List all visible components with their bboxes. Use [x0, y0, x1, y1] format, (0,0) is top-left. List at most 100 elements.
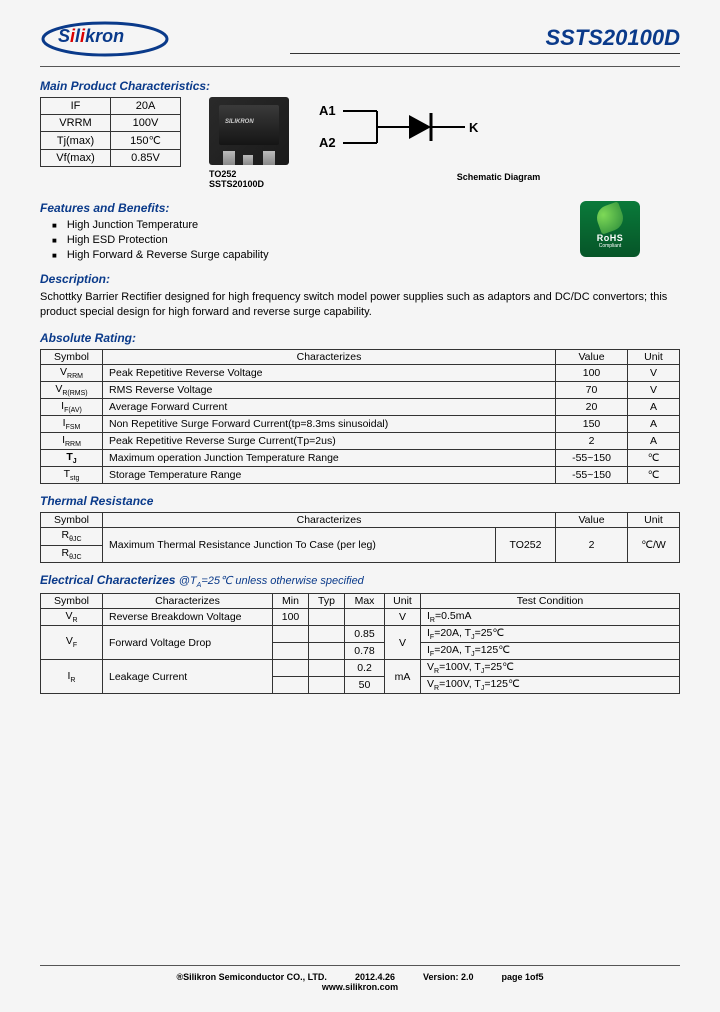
table-row: VF Forward Voltage Drop 0.85 V IF=20A, T… [41, 625, 680, 642]
col-typ: Typ [309, 593, 345, 608]
cell-unit: ℃ [628, 467, 680, 484]
schematic-k-label: K [469, 120, 479, 135]
rohs-badge-icon: RoHS Compliant [580, 201, 640, 257]
description-text: Schottky Barrier Rectifier designed for … [40, 290, 680, 321]
cell-unit: A [628, 416, 680, 433]
col-symbol: Symbol [41, 349, 103, 364]
description-title: Description: [40, 272, 680, 286]
absolute-title: Absolute Rating: [40, 331, 680, 345]
cell-typ [309, 625, 345, 642]
cell-sym: VRRM [41, 364, 103, 381]
electrical-table: Symbol Characterizes Min Typ Max Unit Te… [40, 593, 680, 694]
col-char: Characterizes [103, 349, 556, 364]
cell-max: 0.85 [345, 625, 385, 642]
cell-sym: RθJC [41, 545, 103, 562]
footer-company: ®Silikron Semiconductor CO., LTD. [176, 972, 326, 982]
table-row: IF20A [41, 98, 181, 115]
char-val: 20A [111, 98, 181, 115]
features-title: Features and Benefits: [40, 201, 269, 215]
cell-char: Maximum operation Junction Temperature R… [103, 450, 556, 467]
cell-min [273, 660, 309, 677]
table-row: IF(AV)Average Forward Current20A [41, 398, 680, 415]
features-list: High Junction Temperature High ESD Prote… [40, 219, 269, 261]
elec-title-text: Electrical Characterizes [40, 573, 175, 587]
cell-min: 100 [273, 608, 309, 625]
table-row: VRRM100V [41, 115, 181, 132]
footer-version: Version: 2.0 [423, 972, 474, 982]
cell-cond: VR=100V, TJ=25℃ [421, 660, 680, 677]
cell-char: Forward Voltage Drop [103, 625, 273, 659]
cell-unit: V [628, 381, 680, 398]
col-unit: Unit [385, 593, 421, 608]
cell-cond: IF=20A, TJ=125℃ [421, 643, 680, 660]
table-row: TstgStorage Temperature Range-55~150℃ [41, 467, 680, 484]
main-char-table: IF20A VRRM100V Tj(max)150℃ Vf(max)0.85V [40, 97, 181, 167]
char-sym: VRRM [41, 115, 111, 132]
cell-char: RMS Reverse Voltage [103, 381, 556, 398]
footer-page: page 1of5 [502, 972, 544, 982]
schematic-column: A1 A2 K Schematic Diagram [317, 97, 680, 182]
thermal-table: Symbol Characterizes Value Unit RθJC Max… [40, 512, 680, 562]
table-row: RθJC Maximum Thermal Resistance Junction… [41, 528, 680, 545]
page-footer: ®Silikron Semiconductor CO., LTD. 2012.4… [40, 965, 680, 992]
char-sym: IF [41, 98, 111, 115]
cell-pkg: TO252 [496, 528, 556, 562]
elec-note: @TA=25℃ unless otherwise specified [179, 575, 364, 587]
cell-max: 0.78 [345, 643, 385, 660]
cell-char: Storage Temperature Range [103, 467, 556, 484]
cell-cond: IF=20A, TJ=25℃ [421, 625, 680, 642]
table-row: VR Reverse Breakdown Voltage 100 V IR=0.… [41, 608, 680, 625]
logo-text: Silikron [58, 26, 124, 47]
cell-sym: TJ [41, 450, 103, 467]
table-row: Symbol Characterizes Value Unit [41, 513, 680, 528]
electrical-title: Electrical Characterizes @TA=25℃ unless … [40, 573, 680, 589]
cell-char: Non Repetitive Surge Forward Current(tp=… [103, 416, 556, 433]
rohs-sub: Compliant [580, 243, 640, 249]
cell-cond: IR=0.5mA [421, 608, 680, 625]
table-row: VR(RMS)RMS Reverse Voltage70V [41, 381, 680, 398]
cell-sym: VR [41, 608, 103, 625]
header-divider [40, 66, 680, 67]
cell-char: Leakage Current [103, 660, 273, 694]
cell-max [345, 608, 385, 625]
col-symbol: Symbol [41, 513, 103, 528]
cell-cond: VR=100V, TJ=125℃ [421, 677, 680, 694]
char-sym: Tj(max) [41, 132, 111, 150]
cell-min [273, 625, 309, 642]
footer-date: 2012.4.26 [355, 972, 395, 982]
list-item: High ESD Protection [52, 234, 269, 246]
cell-val: 100 [556, 364, 628, 381]
table-row: Tj(max)150℃ [41, 132, 181, 150]
char-val: 100V [111, 115, 181, 132]
table-row: Symbol Characterizes Min Typ Max Unit Te… [41, 593, 680, 608]
char-sym: Vf(max) [41, 150, 111, 167]
brand-logo: Silikron [40, 20, 170, 58]
cell-sym: RθJC [41, 528, 103, 545]
page-header: Silikron SSTS20100D [40, 20, 680, 58]
cell-unit: A [628, 398, 680, 415]
cell-typ [309, 677, 345, 694]
package-name: TO252 [209, 169, 289, 179]
cell-min [273, 677, 309, 694]
cell-max: 50 [345, 677, 385, 694]
table-row: Vf(max)0.85V [41, 150, 181, 167]
cell-val: 70 [556, 381, 628, 398]
rohs-title: RoHS [580, 233, 640, 243]
cell-char: Reverse Breakdown Voltage [103, 608, 273, 625]
table-row: IRRMPeak Repetitive Reverse Surge Curren… [41, 433, 680, 450]
cell-char: Average Forward Current [103, 398, 556, 415]
package-part: SSTS20100D [209, 179, 289, 189]
cell-min [273, 643, 309, 660]
col-symbol: Symbol [41, 593, 103, 608]
cell-unit: ℃ [628, 450, 680, 467]
footer-url: www.silikron.com [40, 982, 680, 992]
col-char: Characterizes [103, 593, 273, 608]
cell-char: Maximum Thermal Resistance Junction To C… [103, 528, 496, 562]
cell-unit: A [628, 433, 680, 450]
cell-sym: VF [41, 625, 103, 659]
cell-unit: V [385, 608, 421, 625]
cell-typ [309, 660, 345, 677]
thermal-title: Thermal Resistance [40, 494, 680, 508]
cell-unit: mA [385, 660, 421, 694]
cell-val: 150 [556, 416, 628, 433]
